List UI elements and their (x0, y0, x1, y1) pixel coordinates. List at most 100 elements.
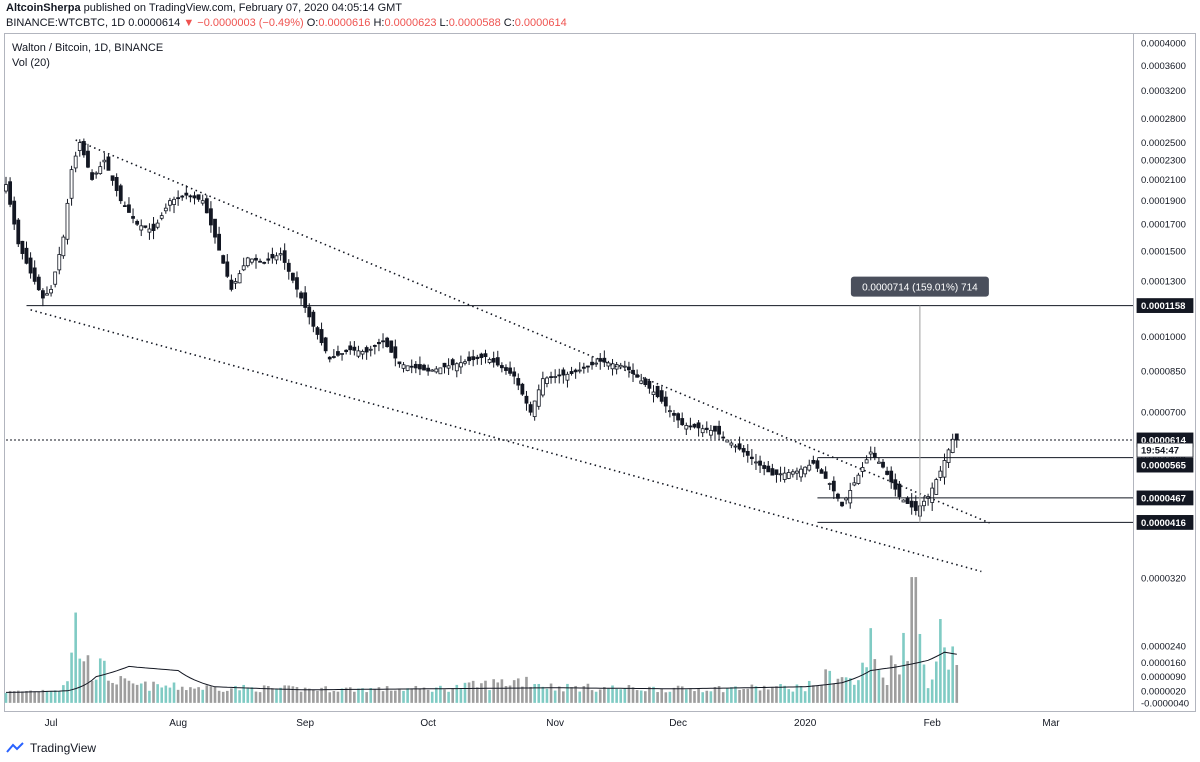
candle-body (122, 205, 127, 207)
volume-bar (668, 691, 672, 703)
price-tag-label: 0.0000614 (1141, 435, 1187, 446)
candle-body (471, 356, 476, 361)
price-tag-label: 19:54:47 (1141, 446, 1179, 457)
candle-body (356, 350, 361, 357)
publisher-name[interactable]: AltcoinSherpa (6, 2, 81, 14)
volume-bar (348, 687, 352, 703)
chart-frame[interactable]: 0.0000714 (159.01%) 714 0.0004000 0.00036… (0, 33, 1200, 738)
price-tick-label: 0.0001900 (1141, 196, 1186, 207)
candle-body (840, 501, 844, 507)
measure-badge (850, 276, 989, 297)
volume-bar (455, 684, 459, 703)
volume-bar (930, 679, 934, 703)
price-change: −0.0000003 (−0.49%) (197, 17, 304, 29)
volume-bar (725, 688, 729, 703)
candle-body (889, 470, 894, 483)
volume-bar (713, 686, 717, 703)
candle-body (819, 469, 824, 474)
volume-bar (611, 685, 614, 703)
candle-body (610, 363, 615, 370)
candle-body (163, 207, 168, 212)
candle-body (950, 438, 955, 453)
volume-bar (230, 688, 233, 703)
volume-bar (168, 687, 172, 703)
candle-body (479, 353, 484, 359)
volume-bar (873, 659, 877, 703)
candle-body (495, 357, 500, 366)
volume-bar (697, 688, 700, 703)
candle-body (204, 198, 209, 214)
time-tick-label: Dec (669, 718, 687, 729)
volume-bar (398, 688, 401, 703)
volume-bar (443, 689, 446, 703)
volume-bar (799, 686, 803, 703)
candle-body (86, 150, 90, 168)
candle-body (934, 479, 939, 495)
volume-bar (45, 691, 49, 703)
volume-bar (312, 689, 315, 703)
volume-bar (266, 685, 270, 703)
candle-body (110, 175, 115, 181)
chart-title: Walton / Bitcoin, 1D, BINANCE (12, 42, 163, 54)
candle-body (770, 468, 775, 476)
candle-body (254, 257, 258, 261)
volume-bar (492, 679, 495, 703)
volume-bar (701, 692, 704, 703)
volume-bar (103, 660, 106, 703)
candle-body (311, 311, 316, 327)
candle-body (24, 247, 29, 264)
volume-bar (943, 647, 946, 703)
candle-body (631, 369, 635, 374)
time-tick-label: Aug (169, 718, 187, 729)
volume-bar (287, 685, 291, 703)
candle-body (40, 290, 45, 299)
volume-bar (209, 686, 213, 703)
volume-bar (545, 688, 549, 703)
volume-bar (824, 669, 827, 703)
volume-bar (8, 690, 12, 703)
candle-body (778, 473, 783, 476)
volume-bar (234, 685, 237, 703)
price-axis[interactable]: 0.0004000 0.0003600 0.0003200 0.0002800 0.00… (1141, 39, 1189, 710)
volume-bar (578, 691, 582, 703)
volume-bar (246, 687, 250, 703)
volume-bar (828, 670, 832, 703)
volume-bar (377, 687, 381, 703)
candle-body (622, 365, 627, 368)
candle-body (299, 292, 303, 299)
volume-bar (840, 677, 844, 703)
candle-body (217, 233, 222, 251)
price-tag-label: 0.0000467 (1141, 493, 1186, 504)
candle-body (659, 390, 664, 402)
candle-body (151, 223, 156, 231)
time-tick-label: Jul (45, 718, 58, 729)
candle-body (364, 347, 369, 353)
volume-bar (877, 670, 881, 703)
candle-body (331, 356, 336, 358)
volume-bar (86, 655, 90, 703)
candle-body (131, 216, 135, 219)
candle-body (258, 260, 262, 263)
footer-brand[interactable]: TradingView (6, 740, 96, 756)
candle-body (360, 351, 365, 355)
price-chart[interactable]: 0.0000714 (159.01%) 714 0.0004000 0.00036… (0, 33, 1200, 738)
candle-body (241, 265, 246, 271)
candle-body (856, 474, 861, 484)
candle-body (200, 200, 205, 204)
candle-body (627, 366, 631, 371)
time-axis[interactable]: Jul Aug Sep Oct Nov Dec 2020 Feb Mar (45, 718, 1061, 729)
volume-bar (389, 690, 393, 703)
candle-body (516, 378, 521, 386)
volume-bar (426, 689, 430, 703)
volume-bar (406, 688, 409, 703)
candle-body (418, 364, 422, 370)
volume-bar (807, 680, 811, 703)
candle-body (868, 451, 873, 455)
high-value: 0.0000623 (384, 17, 437, 29)
price-tick-label: 0.0002300 (1141, 156, 1186, 167)
candle-body (881, 461, 885, 468)
candle-body (434, 368, 439, 373)
volume-bar (119, 676, 123, 703)
volume-bar (193, 688, 196, 703)
candle-body (782, 472, 787, 480)
